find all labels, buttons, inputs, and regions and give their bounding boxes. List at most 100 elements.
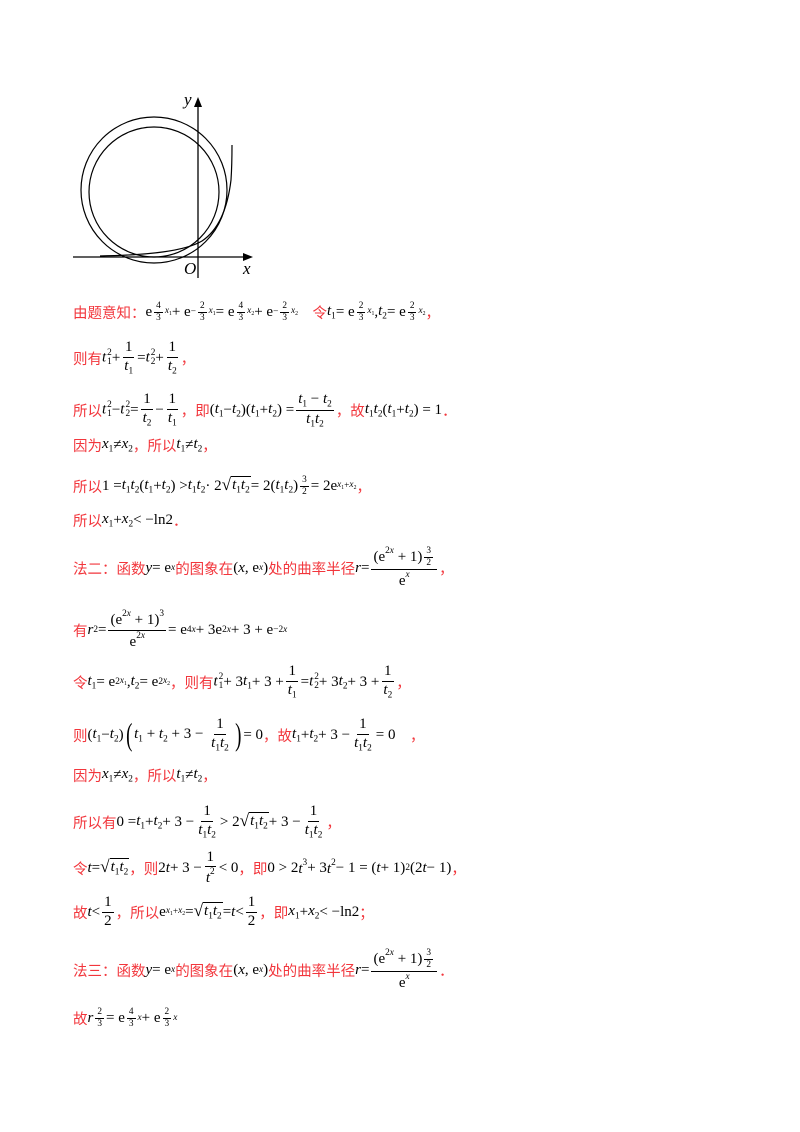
variable: t — [422, 859, 427, 876]
variable: t — [92, 725, 97, 742]
math-text: = e — [139, 673, 159, 690]
denominator: 3 — [163, 1019, 172, 1030]
variable: x — [259, 563, 264, 573]
math-variable: x1 — [209, 306, 216, 317]
variable: x — [308, 902, 315, 919]
subscript: 1 — [296, 734, 301, 745]
solution-label: ． — [442, 403, 457, 420]
variable: t — [298, 860, 303, 877]
variable: t — [250, 813, 255, 830]
math-text: ) — [263, 559, 269, 576]
math-text: 4 — [156, 300, 161, 311]
solution-line: 因为 x1 ≠ x2 ，所以 t1 ≠ t2， — [73, 753, 217, 797]
math-variable: x — [227, 625, 231, 635]
variable: t — [275, 476, 280, 493]
numerator: 1 — [307, 803, 320, 822]
math-text: 1 — [288, 663, 296, 680]
variable: r — [87, 621, 94, 638]
math-text: − — [111, 401, 121, 418]
variable: x — [119, 676, 124, 687]
denominator: t1t2 — [303, 822, 325, 841]
math-variable: r — [88, 622, 94, 639]
math-text: 1 — [168, 339, 177, 356]
math-text: < — [235, 903, 244, 920]
math-text: (2 — [409, 859, 423, 876]
subscript: 1 — [180, 774, 186, 785]
math-text: + — [155, 349, 164, 366]
big-parentheses: (t1 + t2 + 3 − 1 t1t2) — [124, 716, 244, 753]
denominator: 3 — [408, 313, 417, 324]
math-text: 2 — [358, 300, 364, 311]
math-variable: x — [238, 962, 245, 979]
variable: x — [164, 306, 169, 317]
math-text: + — [145, 813, 154, 830]
math-text: + — [396, 401, 405, 418]
math-text: = 0 — [375, 726, 396, 743]
left-paren: ( — [125, 717, 133, 753]
math-variable: x1 — [288, 903, 299, 921]
variable: t — [373, 400, 378, 417]
numerator: 4 — [126, 1007, 136, 1019]
numerator: 2 — [197, 301, 207, 313]
solution-label: 令 — [73, 675, 88, 692]
math-text: 1 — [247, 894, 256, 911]
variable: t — [326, 302, 332, 319]
subscript: 2 — [128, 774, 133, 785]
math-text: 0 = — [116, 813, 137, 830]
variable: x — [349, 480, 354, 491]
variable: t — [153, 812, 158, 829]
math-variable: x — [127, 609, 131, 620]
numerator: 2 — [280, 301, 289, 313]
math-text: ) — [293, 477, 299, 494]
variable: x — [165, 906, 170, 917]
fraction: 1 t2 — [204, 849, 217, 887]
math-variable: t2 — [313, 821, 323, 840]
solution-label: ； — [359, 905, 374, 922]
denominator: 3 — [198, 313, 207, 324]
variable: x — [126, 609, 131, 620]
superscript: 2 — [210, 867, 215, 878]
math-variable: t2 — [213, 903, 222, 921]
x-axis-arrow-icon — [243, 253, 253, 261]
subscript: 1 — [291, 689, 297, 700]
math-variable: x2 — [349, 480, 356, 491]
denominator: 3 — [127, 1019, 136, 1030]
subscript: 1 — [202, 829, 208, 840]
subscript: 2 — [167, 681, 170, 688]
numerator: 3 — [424, 546, 434, 558]
math-variable: t2 — [327, 858, 336, 878]
math-text: = — [91, 859, 101, 876]
variable: t — [268, 400, 273, 417]
variable: x — [405, 971, 410, 982]
numerator: 1 — [122, 339, 135, 358]
subscript: 2 — [197, 774, 203, 785]
math-text: 3 — [199, 312, 205, 323]
math-text: 2 — [247, 912, 256, 929]
variable: t — [313, 821, 318, 838]
subscript: 1 — [236, 485, 241, 496]
subscript: 1 — [138, 734, 143, 745]
variable: x — [121, 510, 129, 527]
subscript: 2 — [134, 485, 140, 496]
solution-label: ，所以 — [132, 768, 177, 785]
subscript: 2 — [123, 867, 129, 878]
variable: x — [259, 965, 264, 975]
math-text: + e — [141, 1009, 161, 1026]
math-text: 2 — [158, 676, 163, 687]
math-text: = — [98, 621, 107, 638]
math-variable: t2 — [363, 735, 372, 753]
superscript: 2 x2 — [158, 676, 170, 687]
math-text: + 3 + e — [230, 621, 274, 638]
math-variable: x2 — [178, 906, 185, 917]
variable: x — [405, 569, 410, 580]
subscript: 1 — [218, 681, 224, 691]
math-text: + 3 − — [162, 813, 195, 830]
subscript: 2 — [150, 357, 156, 367]
math-variable: t1 — [215, 401, 224, 419]
